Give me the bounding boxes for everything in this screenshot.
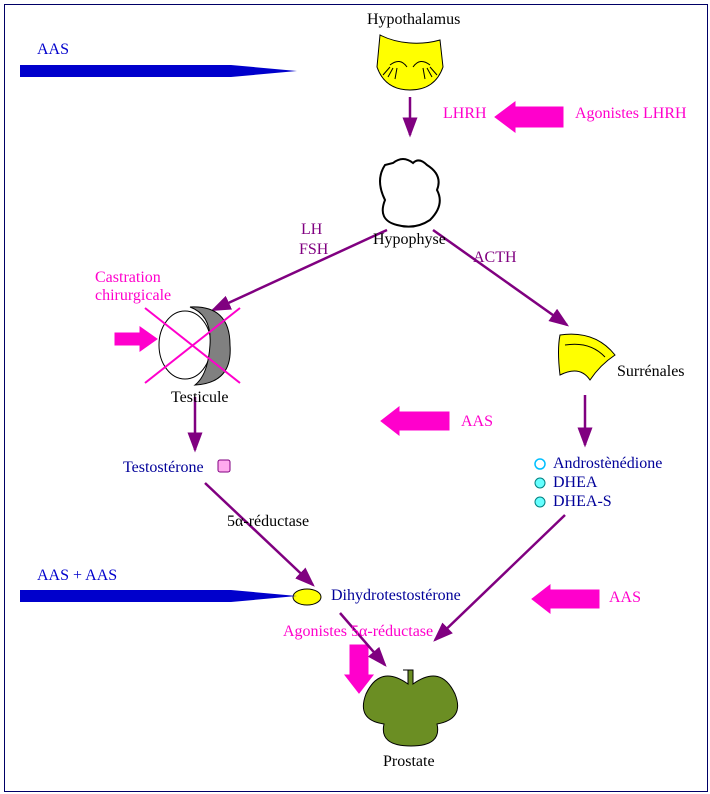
castration-label: Castrationchirurgicale [95,269,171,305]
aas-mid-arrow-icon [381,407,449,435]
hypothalamus-label: Hypothalamus [367,11,460,29]
castration-arrow-icon [115,327,157,351]
lhrh-label: LHRH [443,105,487,123]
dheas-label: DHEA-S [553,493,612,511]
agonistes-5a-arrow-icon [345,645,373,693]
agonistes2-label: Agonistes 5α-réductase [283,623,433,641]
hypothalamus-icon [377,35,443,90]
aas-top-label: AAS [37,41,69,59]
androstenedione-label: Androstènédione [553,455,662,473]
aas-right-arrow-icon [532,585,599,613]
lhrh-arrow-icon [495,102,563,132]
fsh-label: FSH [299,241,328,259]
aas-mid-label: AAS [461,413,493,431]
aas-arrow-top [20,65,297,77]
dht-label: Dihydrotestostérone [331,587,461,605]
dhea-label: DHEA [553,474,597,492]
acth-label: ACTH [473,249,517,267]
aas-right-label: AAS [609,589,641,607]
hypophyse-label: Hypophyse [373,231,446,249]
agonistes-label: Agonistes LHRH [575,105,687,123]
prostate-icon [363,670,457,746]
surrenales-label: Surrénales [617,363,685,381]
aas-plus-arrow [20,590,297,602]
hypophyse-icon [380,159,440,227]
prostate-label: Prostate [383,753,435,771]
testosterone-label: Testostérone [123,459,204,477]
testicule-label: Testicule [171,389,229,407]
lh-label: LH [301,221,322,239]
reductase-label: 5α-réductase [227,513,309,531]
testicule-icon [145,307,240,385]
aas-plus-label: AAS + AAS [37,567,117,585]
surrenales-icon [559,334,616,380]
